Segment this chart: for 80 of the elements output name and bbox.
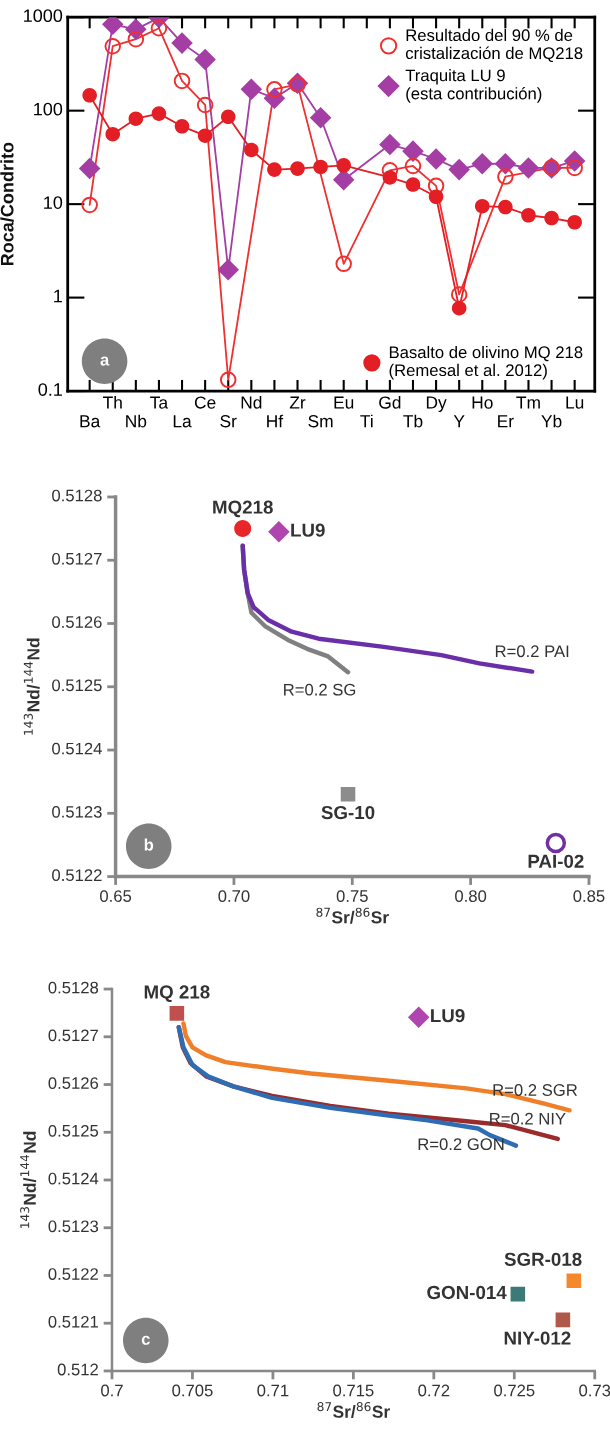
x-tick-label: 0.73 [579, 1384, 610, 1397]
x-axis-title: $^{87}$Sr/$^{86}$Sr [317, 1402, 390, 1419]
y-tick-label: 0.5124 [48, 1172, 99, 1185]
series-label: GON-014 [427, 1285, 507, 1300]
x-tick-label: Dy [426, 396, 447, 413]
x-tick-label: 0.70 [218, 890, 250, 902]
series-label: LU9 [291, 523, 325, 537]
y-tick-label: 100 [34, 102, 63, 116]
x-tick-label: 0.71 [257, 1384, 289, 1397]
x-tick-label: Hf [267, 414, 284, 428]
series-label: MQ 218 [144, 985, 210, 1003]
x-tick-label: Sm [308, 415, 333, 428]
y-tick-label: 0.5126 [48, 1077, 99, 1089]
x-tick-label: Zr [289, 396, 306, 409]
series-label: R=0.2 NIY [490, 1112, 566, 1125]
x-tick-label: 0.75 [336, 890, 368, 902]
x-tick-label: 0.85 [573, 890, 605, 902]
x-tick-label: 0.705 [172, 1384, 213, 1397]
y-tick-label: 0.512 [57, 1363, 98, 1376]
y-tick-label: 1000 [24, 9, 63, 23]
x-tick-label: Ta [150, 396, 169, 409]
x-tick-label: La [173, 415, 192, 428]
y-tick-label: 0.5125 [48, 1124, 99, 1137]
annotation: b [144, 838, 154, 851]
x-tick-label: Gd [379, 395, 401, 409]
y-tick-label: 0.5122 [52, 869, 102, 882]
y-tick-label: 0.5123 [52, 805, 102, 818]
y-tick-label: 0.5126 [52, 616, 102, 628]
x-axis-title: $^{87}$Sr/$^{86}$Sr [316, 907, 389, 924]
x-tick-label: Tm [516, 396, 540, 409]
x-tick-label: Ho [472, 396, 493, 409]
x-tick-label: Ti [360, 414, 373, 428]
x-tick-label: Nb [126, 414, 147, 428]
x-tick-label: Er [498, 415, 514, 428]
x-tick-label: Nd [241, 395, 262, 409]
x-tick-label: Eu [334, 396, 354, 409]
y-axis-title: $^{143}$Nd/$^{144}$Nd [20, 1131, 37, 1228]
x-tick-label: Yb [541, 414, 562, 428]
x-tick-label: Tb [403, 414, 423, 428]
y-tick-label: 0.5125 [52, 679, 102, 692]
y-tick-label: 0.5127 [52, 552, 102, 565]
y-tick-label: 0.5127 [48, 1029, 98, 1042]
x-tick-label: 0.725 [494, 1384, 535, 1397]
series-label: SG-10 [321, 805, 375, 820]
series-label: NIY-012 [504, 1331, 571, 1345]
series-label: PAI-02 [528, 854, 584, 868]
y-axis-title: Roca/Condrito [0, 142, 14, 266]
y-tick-label: 0.5121 [48, 1315, 98, 1328]
y-tick-label: 0.1 [38, 383, 62, 396]
x-tick-label: Lu [566, 396, 584, 409]
y-tick-label: 0.5128 [48, 981, 99, 994]
series-label: LU9 [431, 1008, 465, 1023]
y-tick-label: 10 [44, 196, 63, 209]
x-tick-label: 0.80 [455, 890, 487, 902]
x-tick-label: 0.715 [333, 1384, 374, 1397]
y-tick-label: 0.5128 [52, 489, 102, 502]
x-tick-label: Ce [194, 396, 216, 409]
legend-label: Resultado del 90 % de cristalización de MQ218 [405, 28, 583, 63]
x-tick-label: Th [103, 395, 122, 409]
x-tick-label: Ba [80, 415, 101, 428]
y-tick-label: 0.5123 [48, 1220, 99, 1233]
legend-label: Basalto de olivino MQ 218 (Remesal et al. 2012) [389, 345, 583, 380]
x-tick-label: Y [453, 415, 465, 428]
legend-label: Traquita LU 9 (esta contribución) [405, 69, 542, 103]
series-label: R=0.2 SGR [493, 1084, 578, 1096]
x-tick-label: 0.72 [418, 1384, 450, 1397]
x-tick-label: 0.7 [101, 1384, 123, 1397]
annotation: c [141, 1335, 150, 1345]
series-label: SGR-018 [504, 1252, 582, 1266]
series-label: MQ218 [213, 500, 273, 518]
annotation: a [100, 356, 110, 366]
y-tick-label: 0.5122 [48, 1268, 98, 1280]
series-label: R=0.2 PAI [495, 645, 569, 658]
x-tick-label: Sr [220, 415, 237, 428]
series-label: R=0.2 GON [418, 1138, 504, 1151]
y-tick-label: 0.5124 [52, 742, 102, 755]
y-axis-title: $^{143}$Nd/$^{144}$Nd [23, 638, 40, 735]
y-tick-label: 1 [54, 289, 62, 303]
x-tick-label: 0.65 [100, 890, 132, 902]
series-label: R=0.2 SG [284, 683, 356, 696]
